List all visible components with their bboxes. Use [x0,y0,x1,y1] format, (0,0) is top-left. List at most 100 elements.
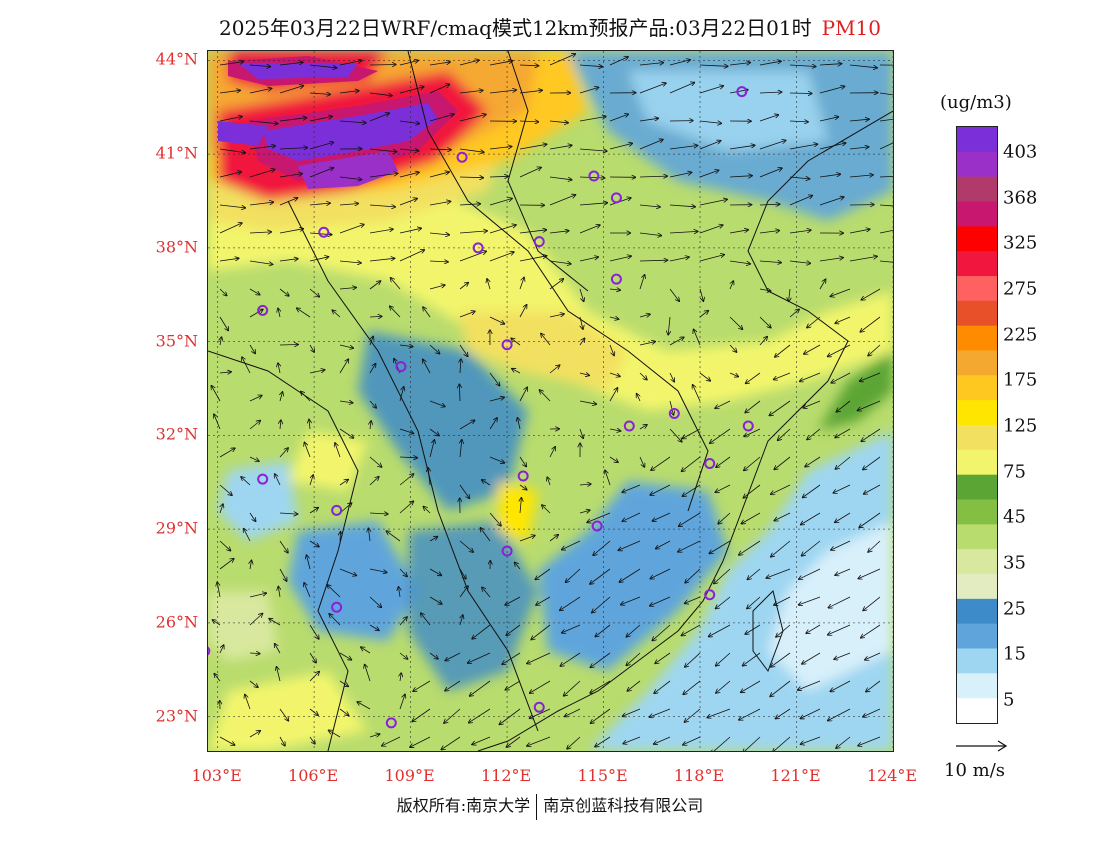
wind-arrow [745,400,761,413]
wind-arrow [729,90,748,94]
wind-arrow [654,736,671,744]
wind-arrow [651,456,671,470]
station-marker [331,504,343,516]
wind-arrow [681,624,701,636]
lat-label: 38°N [155,237,198,257]
wind-arrow [399,199,417,206]
wind-arrow [277,667,281,682]
wind-arrow [214,414,221,430]
wind-arrow [729,230,748,234]
wind-arrow [807,316,821,328]
wind-arrow [830,680,851,692]
wind-arrow [304,583,311,598]
wind-arrow [219,448,235,458]
wind-arrow [399,387,404,402]
wind-arrow [819,279,826,290]
colorbar-swatch [957,300,997,327]
wind-arrow [744,456,761,470]
wind-arrow [391,278,401,290]
wind-arrow [309,116,332,122]
wind-arrow [219,172,241,178]
wind-arrow [587,512,611,522]
wind-arrow [309,344,314,352]
lat-label: 41°N [155,143,198,163]
wind-arrow [836,400,851,412]
wind-arrow [685,568,701,583]
wind-arrow [309,475,313,486]
wind-arrow [219,90,240,94]
wind-arrow [759,204,780,205]
wind-arrow [399,87,424,94]
wind-arrow [592,596,611,613]
wind-arrow [759,316,771,328]
wind-arrow [849,229,870,234]
wind-arrow [652,624,671,641]
wind-arrow [549,231,569,233]
wind-arrow [566,568,581,582]
wind-arrow [591,708,611,723]
wind-arrow [459,420,475,430]
wind-arrow [759,168,782,178]
wind-arrow [519,167,541,178]
wind-arrow [789,144,818,150]
wind-arrow [805,456,821,467]
station-marker [331,601,343,613]
wind-arrow [429,201,451,206]
wind-arrow [819,174,840,178]
wind-arrow [730,281,733,290]
wind-arrow [729,176,752,177]
wind-arrow [864,484,881,494]
wind-arrow [249,396,262,402]
wind-arrow [605,470,611,486]
wind-arrow [771,484,791,494]
wind-arrow [429,568,441,575]
wind-arrow [279,86,303,94]
wind-arrow [249,456,259,461]
wind-arrow [297,308,311,318]
colorbar-swatch [957,151,997,178]
wind-arrow [399,428,414,433]
wind-arrow [459,204,480,205]
wind-arrow [778,428,791,440]
wind-arrow [278,587,280,598]
wind-arrow [369,148,397,152]
station-marker [533,236,545,248]
wind-arrow [567,736,581,749]
colorbar-swatch [957,176,997,202]
wind-arrow [609,372,620,376]
wind-arrow [279,448,288,458]
wind-arrow [369,65,396,66]
wind-arrow [249,593,266,598]
wind-arrow [806,624,821,633]
wind-arrow [835,456,851,469]
wind-arrow [669,400,674,415]
wind-arrow [828,624,851,635]
colorbar-swatch [957,400,997,426]
wind-arrow [828,596,851,608]
wind-arrow [656,540,671,549]
wind-arrow [368,528,370,542]
wind-arrow [339,652,351,660]
wind-arrow [460,440,462,458]
wind-arrow [771,652,791,667]
wind-arrow [279,229,303,234]
colorbar-label: 275 [1003,278,1038,300]
wind-arrow [499,708,521,725]
wind-arrow [579,203,607,205]
wind-arrow [519,144,547,150]
wind-arrow [214,674,221,682]
wind-arrow [699,255,724,262]
wind-arrow [399,457,417,458]
wind-arrow [489,61,513,66]
wind-arrow [865,652,881,660]
wind-arrow [654,680,671,693]
wind-arrow [429,62,450,66]
wind-arrow [309,672,319,682]
wind-arrow [459,384,460,402]
wind-arrow [801,736,821,744]
station-marker [385,717,397,729]
wind-arrow [560,596,581,610]
wind-arrow [593,540,611,555]
wind-arrow [309,93,330,94]
wind-arrow [622,484,641,492]
